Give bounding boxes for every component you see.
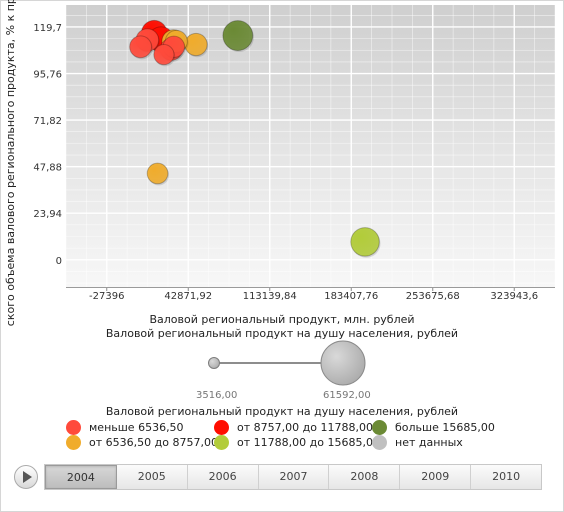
size-legend <box>208 340 366 386</box>
legend-swatch <box>214 434 229 450</box>
legend-swatch <box>66 419 81 435</box>
legend-swatch <box>214 419 229 435</box>
x-tick-label: 323943,6 <box>490 291 538 302</box>
year-tab-2005[interactable]: 2005 <box>117 465 188 489</box>
bubble <box>146 162 169 185</box>
grid <box>65 5 556 287</box>
timeline: 2004 2005 2006 2007 2008 2009 2010 <box>14 464 542 490</box>
size-legend-max-label: 61592,00 <box>323 390 371 401</box>
legend-item-11788-15685[interactable]: от 11788,00 до 15685,00 <box>214 433 380 451</box>
y-axis-ticks: 0 23,94 47,88 71,82 95,76 119,7 <box>33 23 62 267</box>
y-tick-label: 119,7 <box>33 23 62 34</box>
legend-label: от 6536,50 до 8757,00 <box>89 435 218 449</box>
legend-item-8757-11788[interactable]: от 8757,00 до 11788,00 <box>214 418 373 436</box>
bubble <box>129 35 153 59</box>
y-tick-label: 47,88 <box>33 163 62 174</box>
legend-swatch <box>372 419 387 435</box>
legend-swatch <box>66 434 81 450</box>
legend-label: меньше 6536,50 <box>89 420 184 434</box>
size-legend-max-circle <box>320 340 366 386</box>
legend-item-gt-15685[interactable]: больше 15685,00 <box>372 418 495 436</box>
legend-swatch <box>372 434 387 450</box>
size-legend-min-label: 3516,00 <box>196 390 238 401</box>
legend-label: нет данных <box>395 435 463 449</box>
x-tick-label: -27396 <box>89 291 124 302</box>
y-tick-label: 95,76 <box>33 70 62 81</box>
play-button[interactable] <box>14 465 38 489</box>
legend-item-no-data[interactable]: нет данных <box>372 433 463 451</box>
year-tab-2009[interactable]: 2009 <box>400 465 472 489</box>
x-tick-label: 253675,68 <box>406 291 460 302</box>
bubble <box>222 20 254 51</box>
legend-item-6536-8757[interactable]: от 6536,50 до 8757,00 <box>66 433 218 451</box>
legend-label: больше 15685,00 <box>395 420 495 434</box>
size-axis-title: Валовой региональный продукт на душу нас… <box>105 327 459 340</box>
year-tab-2006[interactable]: 2006 <box>188 465 259 489</box>
year-tab-2008[interactable]: 2008 <box>329 465 401 489</box>
x-axis-title: Валовой региональный продукт, млн. рубле… <box>149 313 415 326</box>
bubble <box>350 227 380 257</box>
y-tick-label: 23,94 <box>33 209 62 220</box>
y-tick-label: 71,82 <box>33 116 62 127</box>
year-tab-2004[interactable]: 2004 <box>45 465 117 489</box>
y-tick-label: 0 <box>56 256 62 267</box>
size-legend-min-circle <box>208 357 220 369</box>
legend-item-lt-6536[interactable]: меньше 6536,50 <box>66 418 184 436</box>
x-tick-label: 42871,92 <box>164 291 212 302</box>
legend-label: от 11788,00 до 15685,00 <box>237 435 380 449</box>
year-tab-2007[interactable]: 2007 <box>259 465 330 489</box>
x-tick-label: 183407,76 <box>324 291 378 302</box>
x-axis-ticks: -27396 42871,92 113139,84 183407,76 253675,6… <box>89 287 538 302</box>
x-tick-label: 113139,84 <box>243 291 297 302</box>
color-legend-title: Валовой региональный продукт на душу нас… <box>105 405 459 418</box>
year-selector: 2004 2005 2006 2007 2008 2009 2010 <box>44 464 542 490</box>
bubble-chart: 0 23,94 47,88 71,82 95,76 119,7 -27396 42871,9… <box>33 5 556 386</box>
bubbles <box>129 19 381 258</box>
bubble <box>153 44 175 66</box>
legend-label: от 8757,00 до 11788,00 <box>237 420 373 434</box>
year-tab-2010[interactable]: 2010 <box>492 470 521 483</box>
